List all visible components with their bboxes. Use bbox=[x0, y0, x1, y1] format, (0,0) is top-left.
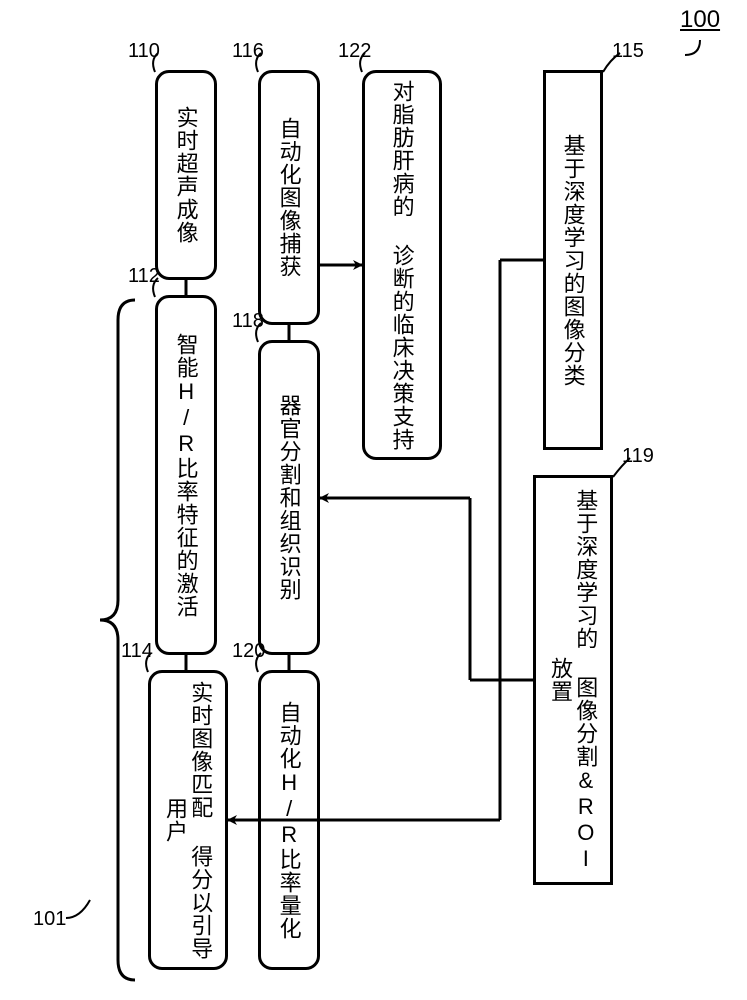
label-112: 112 bbox=[128, 265, 160, 288]
label-116: 116 bbox=[232, 40, 264, 63]
label-118: 118 bbox=[232, 310, 264, 333]
node-120-text: 自动化H/R比率量化 bbox=[276, 701, 301, 940]
figure-ref-100: 100 bbox=[680, 6, 720, 34]
node-120: 自动化H/R比率量化 bbox=[258, 670, 320, 970]
figure-ref-text: 100 bbox=[680, 6, 720, 33]
node-119-text: 基于深度学习的 图像分割&ROI放置 bbox=[548, 478, 599, 882]
diagram-canvas: 100 实时超声成像 智能H/R比率特征的激活 实时图像匹配 得分以引导用户 自… bbox=[0, 0, 747, 1000]
node-115: 基于深度学习的图像分类 bbox=[543, 70, 603, 450]
label-122: 122 bbox=[338, 40, 371, 63]
node-118: 器官分割和组织识别 bbox=[258, 340, 320, 655]
node-115-text: 基于深度学习的图像分类 bbox=[560, 134, 585, 387]
node-119: 基于深度学习的 图像分割&ROI放置 bbox=[533, 475, 613, 885]
label-110: 110 bbox=[128, 40, 160, 63]
group-ref-101: 101 bbox=[33, 908, 66, 931]
node-114-text: 实时图像匹配 得分以引导用户 bbox=[163, 673, 214, 967]
label-120: 120 bbox=[232, 640, 265, 663]
node-112-text: 智能H/R比率特征的激活 bbox=[173, 333, 198, 618]
label-114: 114 bbox=[121, 640, 153, 663]
node-112: 智能H/R比率特征的激活 bbox=[155, 295, 217, 655]
node-116: 自动化图像捕获 bbox=[258, 70, 320, 325]
node-114: 实时图像匹配 得分以引导用户 bbox=[148, 670, 228, 970]
node-110-text: 实时超声成像 bbox=[173, 106, 198, 244]
node-116-text: 自动化图像捕获 bbox=[276, 117, 301, 278]
node-122-text: 对脂肪肝病的 诊断的临床决策支持 bbox=[389, 80, 414, 451]
node-122: 对脂肪肝病的 诊断的临床决策支持 bbox=[362, 70, 442, 460]
node-110: 实时超声成像 bbox=[155, 70, 217, 280]
node-118-text: 器官分割和组织识别 bbox=[276, 394, 301, 601]
label-115: 115 bbox=[612, 40, 644, 63]
label-119: 119 bbox=[622, 445, 654, 468]
